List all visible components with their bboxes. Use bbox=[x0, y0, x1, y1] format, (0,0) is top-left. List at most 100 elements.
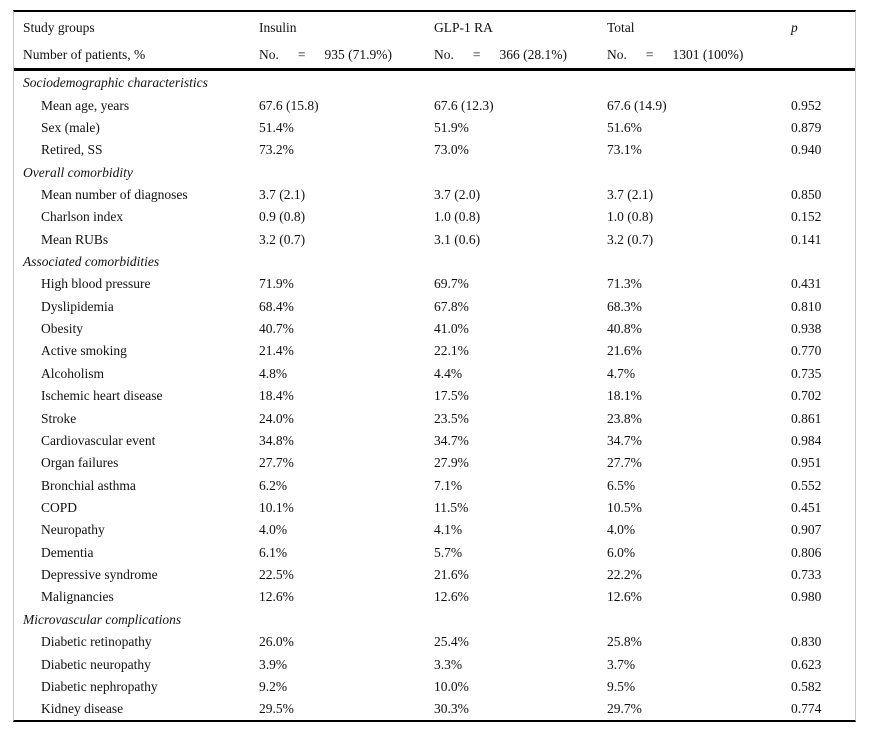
row-label: Malignancies bbox=[41, 589, 114, 605]
p-value: 0.951 bbox=[791, 455, 822, 471]
header-patients-label: Number of patients, % bbox=[23, 46, 146, 62]
insulin-value: 51.4% bbox=[259, 119, 294, 135]
insulin-value: 6.2% bbox=[259, 477, 288, 493]
row-label: Active smoking bbox=[41, 343, 127, 359]
no-label: No. bbox=[259, 46, 279, 62]
insulin-value: 26.0% bbox=[259, 634, 294, 650]
insulin-value: 6.1% bbox=[259, 544, 288, 560]
row-label: High blood pressure bbox=[41, 276, 151, 292]
row-label: Stroke bbox=[41, 410, 77, 426]
no-label: No. bbox=[607, 46, 627, 62]
row-label: Bronchial asthma bbox=[41, 477, 136, 493]
row-label: Sex (male) bbox=[41, 119, 100, 135]
p-value: 0.582 bbox=[791, 678, 822, 694]
table-row: High blood pressure 71.9% 69.7% 71.3% 0.… bbox=[14, 273, 855, 295]
comparison-table: Study groups Insulin GLP-1 RA Total p Nu… bbox=[13, 10, 856, 722]
glp1ra-value: 41.0% bbox=[434, 321, 469, 337]
p-value: 0.735 bbox=[791, 365, 822, 381]
row-label: Obesity bbox=[41, 321, 83, 337]
glp1ra-value: 34.7% bbox=[434, 432, 469, 448]
total-value: 9.5% bbox=[607, 678, 636, 694]
no-label: No. bbox=[434, 46, 454, 62]
header-p: p bbox=[791, 19, 798, 35]
glp1ra-value: 27.9% bbox=[434, 455, 469, 471]
count-value: 1301 (100%) bbox=[672, 46, 744, 62]
table-row: Organ failures 27.7% 27.9% 27.7% 0.951 bbox=[14, 452, 855, 474]
insulin-value: 73.2% bbox=[259, 142, 294, 158]
table-header: Study groups Insulin GLP-1 RA Total p Nu… bbox=[14, 12, 855, 71]
table-row: Overall comorbidity bbox=[14, 161, 855, 183]
header-group-total: Total bbox=[607, 19, 635, 35]
insulin-value: 3.7 (2.1) bbox=[259, 186, 306, 202]
table-row: Diabetic neuropathy 3.9% 3.3% 3.7% 0.623 bbox=[14, 653, 855, 675]
p-value: 0.980 bbox=[791, 589, 822, 605]
row-label: Kidney disease bbox=[41, 701, 124, 717]
row-label: Mean RUBs bbox=[41, 231, 109, 247]
row-label: Organ failures bbox=[41, 455, 119, 471]
insulin-value: 4.8% bbox=[259, 365, 288, 381]
total-value: 6.5% bbox=[607, 477, 636, 493]
table-row: COPD 10.1% 11.5% 10.5% 0.451 bbox=[14, 497, 855, 519]
table-row: Ischemic heart disease 18.4% 17.5% 18.1%… bbox=[14, 385, 855, 407]
glp1ra-value: 4.1% bbox=[434, 522, 463, 538]
glp1ra-value: 69.7% bbox=[434, 276, 469, 292]
count-value: 366 (28.1%) bbox=[499, 46, 568, 62]
insulin-value: 10.1% bbox=[259, 500, 294, 515]
row-label: Sociodemographic characteristics bbox=[23, 75, 208, 91]
total-value: 3.7% bbox=[607, 656, 636, 672]
total-value: 51.6% bbox=[607, 119, 642, 135]
glp1ra-value: 3.7 (2.0) bbox=[434, 186, 481, 202]
count-value: 935 (71.9%) bbox=[324, 46, 393, 62]
glp1ra-value: 51.9% bbox=[434, 119, 469, 135]
p-value: 0.806 bbox=[791, 544, 822, 560]
table-row: Sex (male) 51.4% 51.9% 51.6% 0.879 bbox=[14, 117, 855, 139]
p-value: 0.938 bbox=[791, 321, 822, 337]
insulin-value: 9.2% bbox=[259, 678, 288, 694]
total-value: 34.7% bbox=[607, 432, 642, 448]
glp1ra-value: 3.1 (0.6) bbox=[434, 231, 481, 247]
row-label: Associated comorbidities bbox=[23, 254, 160, 270]
total-value: 4.7% bbox=[607, 365, 636, 381]
insulin-value: 21.4% bbox=[259, 343, 294, 359]
insulin-value: 0.9 (0.8) bbox=[259, 209, 306, 225]
p-value: 0.733 bbox=[791, 567, 822, 583]
insulin-value: 24.0% bbox=[259, 410, 294, 426]
row-label: Diabetic retinopathy bbox=[41, 634, 152, 650]
p-value: 0.940 bbox=[791, 142, 822, 158]
glp1ra-value: 73.0% bbox=[434, 142, 469, 158]
table-row: Associated comorbidities bbox=[14, 251, 855, 273]
glp1ra-value: 23.5% bbox=[434, 410, 469, 426]
glp1ra-value: 67.8% bbox=[434, 298, 469, 314]
row-label: Dementia bbox=[41, 544, 94, 560]
glp1ra-value: 67.6 (12.3) bbox=[434, 97, 494, 113]
glp1ra-value: 1.0 (0.8) bbox=[434, 209, 481, 225]
total-value: 18.1% bbox=[607, 388, 642, 404]
equals-sign: = bbox=[472, 46, 481, 62]
equals-sign: = bbox=[645, 46, 654, 62]
total-value: 4.0% bbox=[607, 522, 636, 538]
p-value: 0.552 bbox=[791, 477, 822, 493]
insulin-value: 71.9% bbox=[259, 276, 294, 292]
glp1ra-value: 25.4% bbox=[434, 634, 469, 650]
equals-sign: = bbox=[297, 46, 306, 62]
total-value: 1.0 (0.8) bbox=[607, 209, 654, 225]
glp1ra-value: 11.5% bbox=[434, 500, 469, 515]
row-label: Alcoholism bbox=[41, 365, 104, 381]
row-label: Dyslipidemia bbox=[41, 298, 114, 314]
insulin-value: 68.4% bbox=[259, 298, 294, 314]
glp1ra-value: 21.6% bbox=[434, 567, 469, 583]
insulin-value: 12.6% bbox=[259, 589, 294, 605]
insulin-value: 67.6 (15.8) bbox=[259, 97, 319, 113]
total-value: 71.3% bbox=[607, 276, 642, 292]
p-value: 0.141 bbox=[791, 231, 822, 247]
glp1ra-value: 17.5% bbox=[434, 388, 469, 404]
row-label: Ischemic heart disease bbox=[41, 388, 163, 404]
row-label: Diabetic nephropathy bbox=[41, 678, 158, 694]
glp1ra-value: 22.1% bbox=[434, 343, 469, 359]
row-label: Cardiovascular event bbox=[41, 432, 156, 448]
total-value: 29.7% bbox=[607, 701, 642, 717]
table-row: Neuropathy 4.0% 4.1% 4.0% 0.907 bbox=[14, 519, 855, 541]
p-value: 0.431 bbox=[791, 276, 822, 292]
p-value: 0.702 bbox=[791, 388, 822, 404]
glp1ra-value: 12.6% bbox=[434, 589, 469, 605]
